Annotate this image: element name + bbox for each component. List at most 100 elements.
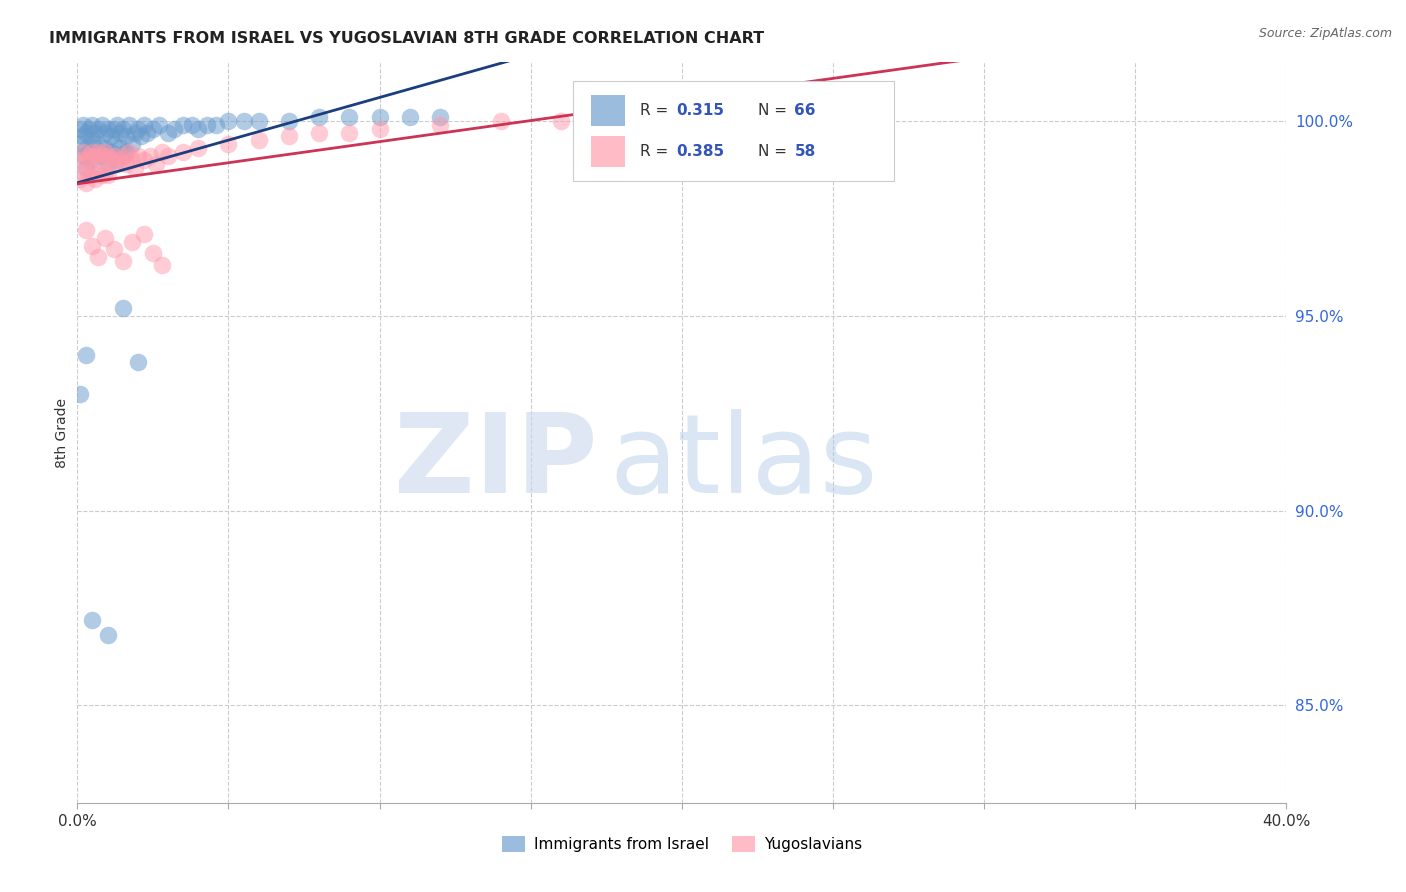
FancyBboxPatch shape: [592, 95, 626, 126]
Point: [103, 137, 125, 152]
Point: [132, 118, 155, 132]
Text: R =: R =: [640, 144, 672, 159]
Point: [79, 149, 101, 163]
Point: [72, 129, 94, 144]
Point: [75, 141, 97, 155]
Point: [87, 145, 110, 159]
Point: [247, 114, 270, 128]
Point: [69, 153, 91, 167]
Point: [247, 133, 270, 147]
Text: atlas: atlas: [609, 409, 877, 516]
Point: [429, 118, 451, 132]
Point: [337, 126, 360, 140]
Point: [79, 169, 101, 183]
Point: [75, 176, 97, 190]
Point: [96, 628, 118, 642]
Point: [368, 110, 391, 124]
Point: [82, 133, 104, 147]
Point: [111, 121, 134, 136]
Point: [132, 153, 155, 167]
Point: [114, 145, 136, 159]
Point: [87, 250, 110, 264]
Point: [90, 118, 112, 132]
Point: [75, 126, 97, 140]
Point: [108, 126, 131, 140]
Point: [135, 126, 157, 140]
Point: [111, 301, 134, 315]
Text: 66: 66: [794, 103, 815, 118]
Point: [96, 157, 118, 171]
Point: [84, 172, 107, 186]
Point: [205, 118, 228, 132]
Point: [82, 145, 104, 159]
Point: [105, 157, 128, 171]
Point: [132, 227, 155, 241]
Point: [100, 153, 122, 167]
Point: [84, 126, 107, 140]
Point: [127, 355, 149, 369]
Point: [87, 137, 110, 152]
Point: [105, 118, 128, 132]
Point: [121, 153, 143, 167]
Point: [118, 118, 141, 132]
Point: [127, 121, 149, 136]
Point: [111, 149, 134, 163]
Point: [218, 114, 240, 128]
Text: N =: N =: [758, 144, 792, 159]
Point: [111, 149, 134, 163]
Point: [114, 129, 136, 144]
Text: 0.315: 0.315: [676, 103, 724, 118]
Text: R =: R =: [640, 103, 672, 118]
Point: [75, 161, 97, 175]
Point: [75, 153, 97, 167]
Point: [75, 348, 97, 362]
Legend: Immigrants from Israel, Yugoslavians: Immigrants from Israel, Yugoslavians: [496, 830, 868, 858]
Point: [111, 254, 134, 268]
Point: [87, 161, 110, 175]
Point: [121, 137, 143, 152]
Point: [550, 114, 572, 128]
Point: [90, 169, 112, 183]
Point: [232, 114, 254, 128]
Point: [489, 114, 512, 128]
Point: [172, 145, 194, 159]
Point: [96, 121, 118, 136]
Point: [79, 145, 101, 159]
Point: [139, 149, 162, 163]
Point: [93, 164, 115, 178]
Point: [100, 145, 122, 159]
Text: 58: 58: [794, 144, 815, 159]
Point: [278, 129, 301, 144]
Point: [103, 243, 125, 257]
Point: [84, 141, 107, 155]
Point: [82, 153, 104, 167]
Point: [100, 129, 122, 144]
Text: 0.385: 0.385: [676, 144, 724, 159]
Point: [610, 110, 633, 124]
Point: [145, 157, 167, 171]
Point: [87, 121, 110, 136]
Point: [82, 613, 104, 627]
Point: [79, 121, 101, 136]
Point: [150, 145, 173, 159]
Point: [124, 161, 146, 175]
Point: [82, 164, 104, 178]
Point: [163, 121, 186, 136]
Point: [108, 153, 131, 167]
Point: [114, 157, 136, 171]
Point: [278, 114, 301, 128]
Point: [90, 149, 112, 163]
Point: [84, 149, 107, 163]
Point: [187, 121, 209, 136]
Point: [72, 149, 94, 163]
Text: IMMIGRANTS FROM ISRAEL VS YUGOSLAVIAN 8TH GRADE CORRELATION CHART: IMMIGRANTS FROM ISRAEL VS YUGOSLAVIAN 8T…: [49, 31, 765, 46]
Point: [308, 126, 330, 140]
Point: [103, 121, 125, 136]
Point: [308, 110, 330, 124]
Point: [90, 149, 112, 163]
Point: [96, 149, 118, 163]
Point: [181, 118, 204, 132]
Point: [105, 153, 128, 167]
Point: [69, 121, 91, 136]
FancyBboxPatch shape: [574, 81, 894, 181]
